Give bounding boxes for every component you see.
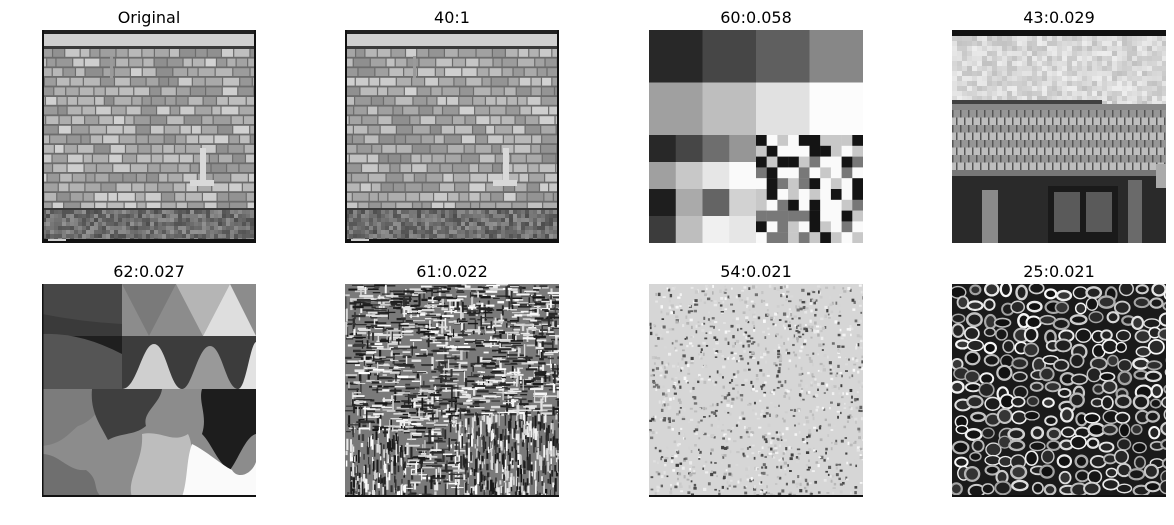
panel-image-tiled-roof-building xyxy=(952,30,1166,243)
panel-image-checker-blocks xyxy=(649,30,863,243)
panel-title: Original xyxy=(117,8,181,27)
panel-image-roof-shingles xyxy=(345,30,559,243)
panel-title: 60:0.058 xyxy=(720,8,792,27)
panel-image-cellular-foam xyxy=(952,284,1166,497)
panel-image-mixed-stroke-noise xyxy=(345,284,559,497)
panel-title: 25:0.021 xyxy=(1023,262,1095,281)
panel-title: 54:0.021 xyxy=(720,262,792,281)
panel-title: 43:0.029 xyxy=(1023,8,1095,27)
panel-title: 62:0.027 xyxy=(113,262,185,281)
panel-title: 40:1 xyxy=(434,8,470,27)
panel-image-segmented-shapes xyxy=(42,284,256,497)
panel-title: 61:0.022 xyxy=(416,262,488,281)
panel-image-roof-shingles xyxy=(42,30,256,243)
panel-image-fine-grain-noise xyxy=(649,284,863,497)
